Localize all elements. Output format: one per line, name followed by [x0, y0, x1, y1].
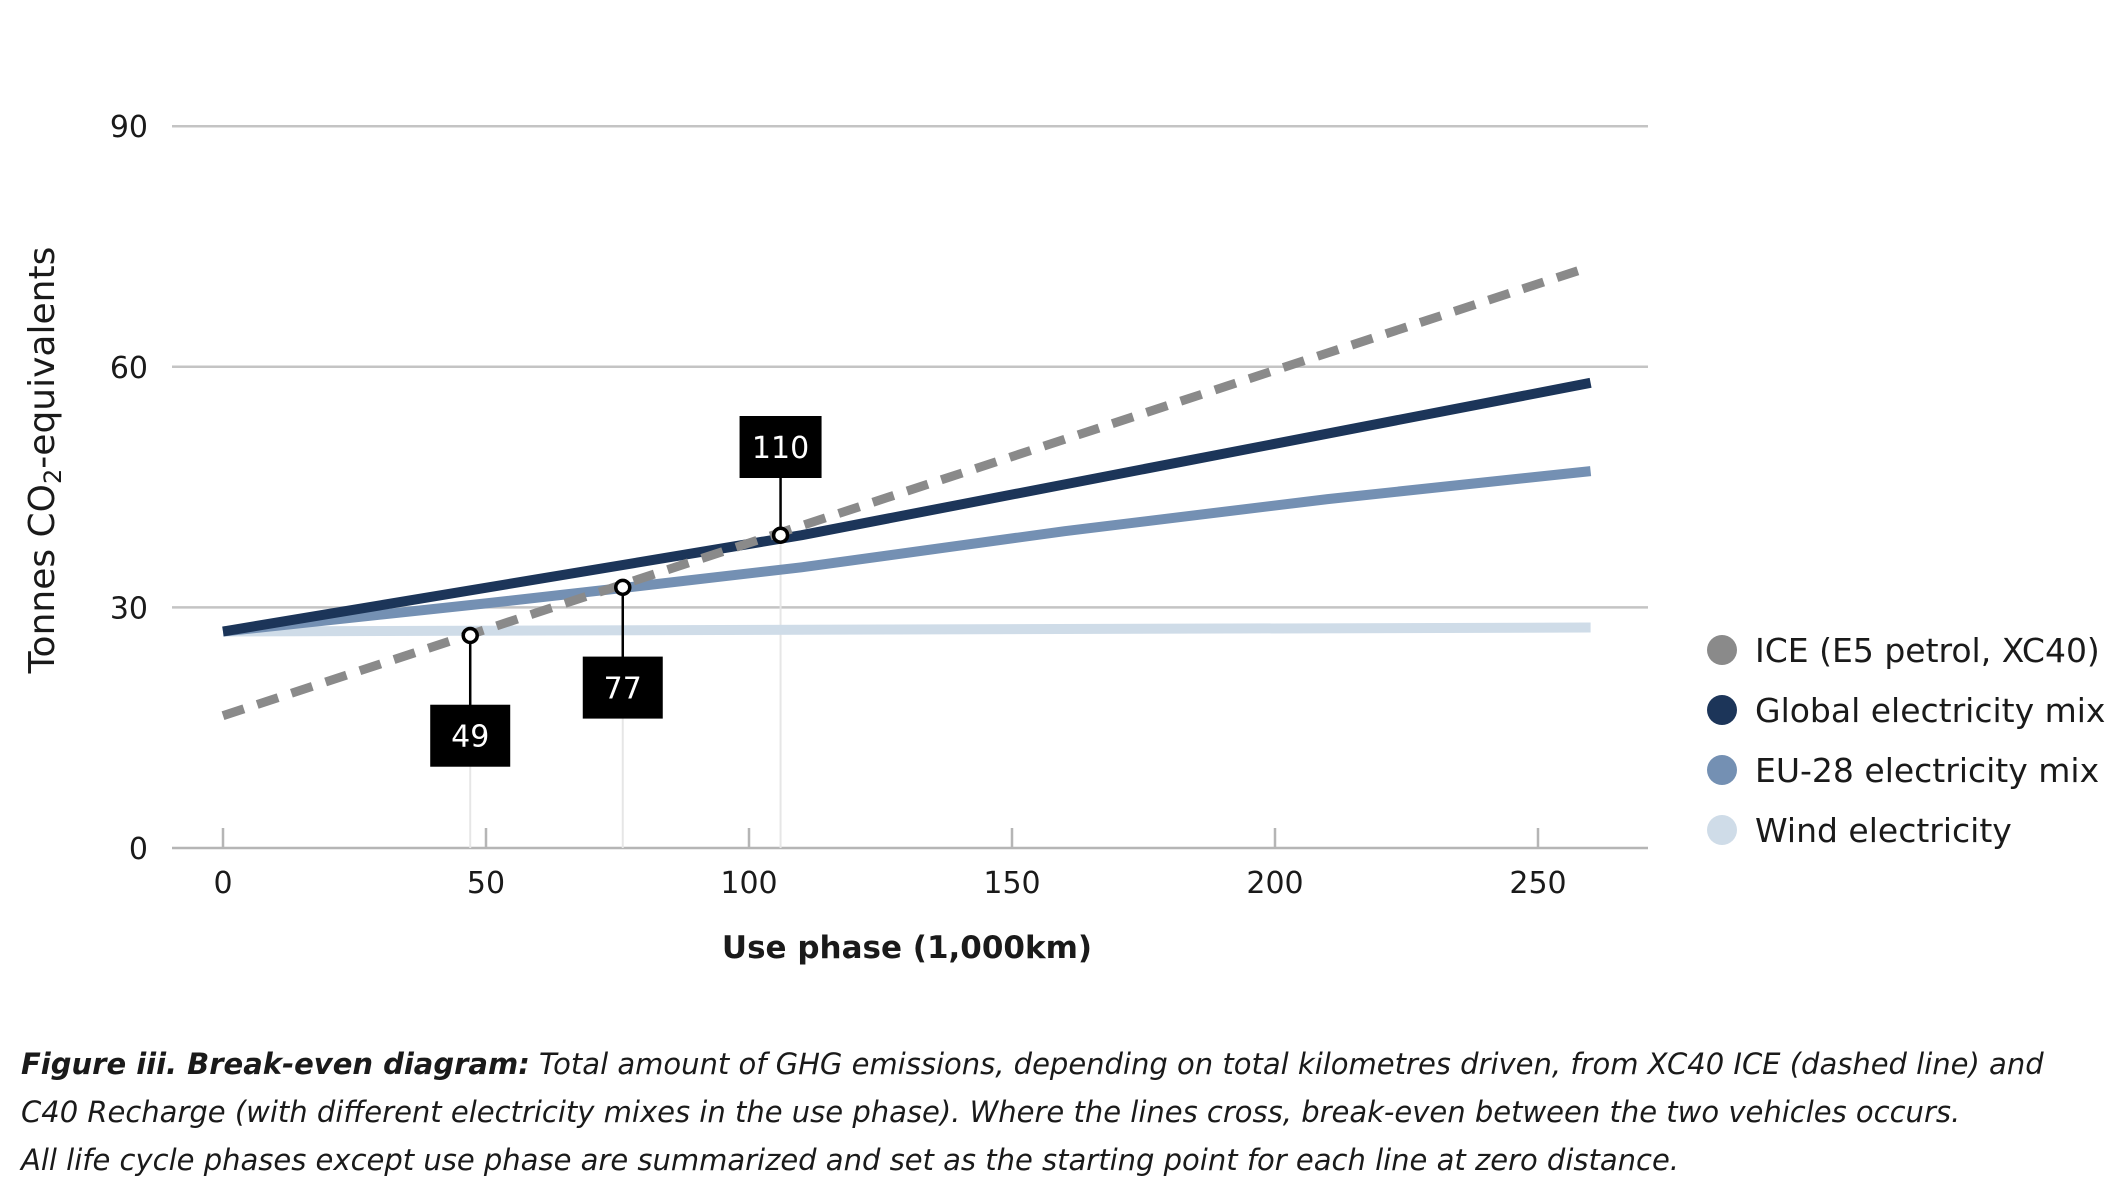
legend-label-eu28: EU-28 electricity mix — [1755, 750, 2100, 790]
y-axis-title-suffix: -equivalents — [22, 247, 63, 469]
x-axis — [172, 828, 1648, 850]
legend: ICE (E5 petrol, XC40) Global electricity… — [1707, 620, 2105, 860]
legend-item-global: Global electricity mix — [1707, 680, 2105, 740]
x-tick-label-0: 0 — [213, 866, 232, 901]
callout-box-77 — [582, 656, 663, 719]
series-line-eu-28-electricity-mix — [222, 466, 1592, 637]
figure-caption: Figure iii. Break-even diagram: Total am… — [21, 1040, 2081, 1184]
series-line-ice-e5-petrol-xc40 — [221, 262, 1593, 720]
break-even-point-49 — [461, 626, 479, 645]
series-lines — [221, 262, 1593, 720]
legend-swatch-ice — [1707, 635, 1737, 665]
callout-label-49: 49 — [451, 720, 489, 755]
callout-box-110 — [739, 416, 822, 478]
gridlines — [172, 124, 1648, 609]
y-tick-label-60: 60 — [110, 351, 148, 386]
y-tick-labels: 0 30 60 90 — [110, 110, 148, 867]
y-tick-label-0: 0 — [129, 832, 148, 867]
y-tick-label-90: 90 — [110, 110, 148, 145]
legend-swatch-eu28 — [1707, 755, 1737, 785]
legend-item-eu28: EU-28 electricity mix — [1707, 740, 2105, 800]
y-tick-label-30: 30 — [110, 591, 148, 626]
legend-label-global: Global electricity mix — [1755, 690, 2106, 730]
x-tick-label-100: 100 — [720, 866, 777, 901]
x-axis-title: Use phase (1,000km) — [722, 930, 1092, 966]
legend-swatch-global — [1707, 695, 1737, 725]
x-tick-label-200: 200 — [1246, 866, 1303, 901]
legend-swatch-wind — [1707, 815, 1737, 845]
legend-item-ice: ICE (E5 petrol, XC40) — [1707, 620, 2105, 680]
caption-line-1: Total amount of GHG emissions, depending… — [529, 1047, 2044, 1081]
legend-label-ice: ICE (E5 petrol, XC40) — [1755, 630, 2100, 670]
y-axis-title: Tonnes CO2-equivalents — [22, 247, 67, 675]
caption-line-2: C40 Recharge (with different electricity… — [21, 1095, 1961, 1129]
y-axis-title-prefix: Tonnes CO — [22, 484, 63, 674]
caption-bold: Figure iii. Break-even diagram: — [21, 1047, 530, 1081]
callout-label-110: 110 — [752, 431, 809, 466]
break-even-point-77 — [614, 578, 632, 597]
series-line-global-electricity-mix — [222, 377, 1592, 637]
legend-item-wind: Wind electricity — [1707, 800, 2105, 860]
series-line-wind-electricity — [222, 622, 1591, 637]
y-axis-title-subscript: 2 — [39, 469, 67, 484]
legend-label-wind: Wind electricity — [1755, 810, 2012, 850]
x-tick-label-50: 50 — [467, 866, 505, 901]
x-tick-label-150: 150 — [983, 866, 1040, 901]
callout-box-49 — [430, 704, 511, 767]
x-tick-labels: 0 50 100 150 200 250 — [213, 866, 1566, 901]
callout-label-77: 77 — [604, 672, 642, 707]
x-tick-label-250: 250 — [1509, 866, 1566, 901]
break-even-chart: 0 30 60 90 0 50 100 150 200 250 49 77 110 Use phas… — [22, 110, 1648, 966]
caption-line-3: All life cycle phases except use phase a… — [21, 1143, 1680, 1177]
break-even-point-110 — [771, 526, 790, 544]
break-even-callouts: 49 77 110 — [430, 416, 822, 767]
